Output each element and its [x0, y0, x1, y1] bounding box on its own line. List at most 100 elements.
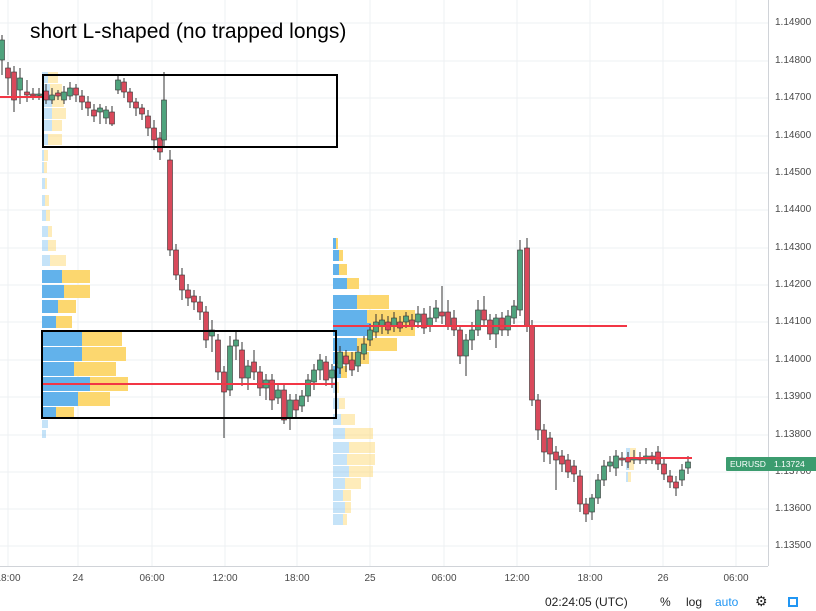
candle-body	[24, 91, 30, 96]
candle-body	[361, 343, 367, 355]
price-tick-label: 1.14000	[775, 354, 812, 365]
candle-body	[233, 339, 239, 347]
candle-body	[30, 93, 36, 97]
candle-body	[73, 87, 79, 96]
candle-body	[61, 91, 67, 101]
candle-body	[355, 351, 361, 367]
time-scale[interactable]: 18:00 24 06:00 12:00 18:00 25 06:00 12:00 18:00 2…	[0, 566, 768, 591]
volume-profile-bar	[349, 466, 373, 477]
candle-body	[305, 379, 311, 397]
volume-profile-bar	[333, 278, 347, 289]
candle-body	[185, 289, 191, 299]
volume-profile-bar	[52, 108, 66, 119]
candle-body	[11, 71, 17, 101]
candle-body	[121, 81, 127, 93]
volume-profile-bar	[62, 270, 90, 283]
utc-clock[interactable]: 02:24:05 (UTC)	[545, 595, 628, 609]
candle-body	[349, 359, 355, 371]
candle-body	[445, 311, 451, 327]
chart-annotation-title: short L-shaped (no trapped longs)	[30, 20, 347, 43]
candlestick-chart	[0, 0, 768, 566]
volume-profile-bar	[341, 414, 355, 425]
candle-body	[215, 339, 221, 373]
volume-profile-bar	[42, 178, 45, 189]
candle-body	[619, 457, 625, 461]
candle-body	[49, 94, 55, 101]
volume-profile-bar	[42, 210, 46, 221]
volume-profile-bar	[42, 96, 52, 107]
volume-profile-bar	[333, 442, 349, 453]
price-tick-label: 1.14500	[775, 167, 812, 178]
candle-body	[613, 455, 619, 469]
price-tick-label: 1.14200	[775, 279, 812, 290]
candle-body	[91, 109, 97, 117]
volume-profile-bar	[42, 316, 56, 328]
symbol-badge: EURUSD	[726, 457, 770, 471]
candle-body	[329, 369, 335, 379]
volume-profile-bar	[42, 195, 45, 206]
volume-profile-bar	[78, 392, 110, 406]
candle-body	[661, 463, 667, 475]
volume-profile-bar	[42, 150, 44, 161]
volume-profile-bar	[82, 332, 122, 346]
volume-profile-bar	[45, 178, 47, 189]
volume-profile-bar	[333, 414, 341, 425]
candle-body	[469, 329, 475, 341]
candle-body	[287, 399, 293, 419]
volume-profile-bar	[48, 134, 62, 145]
volume-profile-bar	[333, 478, 345, 489]
candle-body	[173, 249, 179, 276]
candle-body	[367, 329, 373, 341]
price-tick-label: 1.14100	[775, 316, 812, 327]
settings-gear-icon[interactable]: ⚙	[755, 593, 768, 609]
candle-body	[337, 351, 343, 369]
last-price-badge: 1.13724	[769, 457, 816, 471]
time-tick-label: 26	[657, 573, 669, 584]
candle-body	[55, 92, 61, 97]
volume-profile-bar	[45, 195, 49, 206]
price-scale[interactable]: 1.14900 1.14800 1.14700 1.14600 1.14500 1.144…	[768, 0, 816, 566]
candle-body	[115, 79, 121, 91]
candle-body	[541, 429, 547, 453]
candle-body	[481, 309, 487, 321]
candle-body	[451, 317, 457, 331]
candle-body	[139, 107, 145, 115]
log-scale-toggle[interactable]: log	[686, 595, 703, 609]
volume-profile-bar	[629, 460, 634, 470]
volume-profile-bar	[44, 162, 47, 173]
candle-body	[421, 313, 427, 329]
candle-body	[281, 389, 287, 421]
volume-profile-bar	[343, 490, 351, 501]
candle-body	[251, 361, 257, 373]
auto-scale-toggle[interactable]: auto	[715, 595, 739, 609]
candle-body	[275, 389, 281, 399]
candle-body	[311, 369, 317, 383]
candle-body	[475, 309, 481, 331]
time-tick-label: 18:00	[0, 573, 21, 584]
candle-body	[109, 111, 115, 125]
volume-profile-bar	[64, 285, 90, 298]
candle-body	[511, 305, 517, 319]
candle-body	[179, 274, 185, 291]
volume-profile-bar	[628, 472, 631, 482]
volume-profile-bar	[42, 285, 64, 298]
candle-body	[457, 329, 463, 357]
volume-profile-bar	[333, 323, 371, 336]
chart-area[interactable]: short L-shaped (no trapped longs)	[0, 0, 768, 566]
volume-profile-bar	[347, 278, 359, 289]
volume-profile-bar	[333, 250, 339, 261]
volume-profile-bar	[333, 238, 336, 249]
candle-body	[43, 90, 49, 101]
volume-profile-bar	[336, 238, 338, 249]
candle-body	[221, 371, 227, 393]
volume-profile-bar	[42, 300, 58, 313]
volume-profile-bar	[56, 316, 72, 328]
candle-body	[197, 301, 203, 313]
volume-profile-bar	[58, 300, 76, 313]
fullscreen-icon[interactable]	[788, 597, 798, 607]
volume-profile-bar	[52, 120, 62, 131]
candle-body	[673, 481, 679, 489]
volume-profile-bar	[333, 338, 357, 351]
candle-body	[685, 461, 691, 469]
percent-scale-toggle[interactable]: %	[660, 595, 671, 609]
